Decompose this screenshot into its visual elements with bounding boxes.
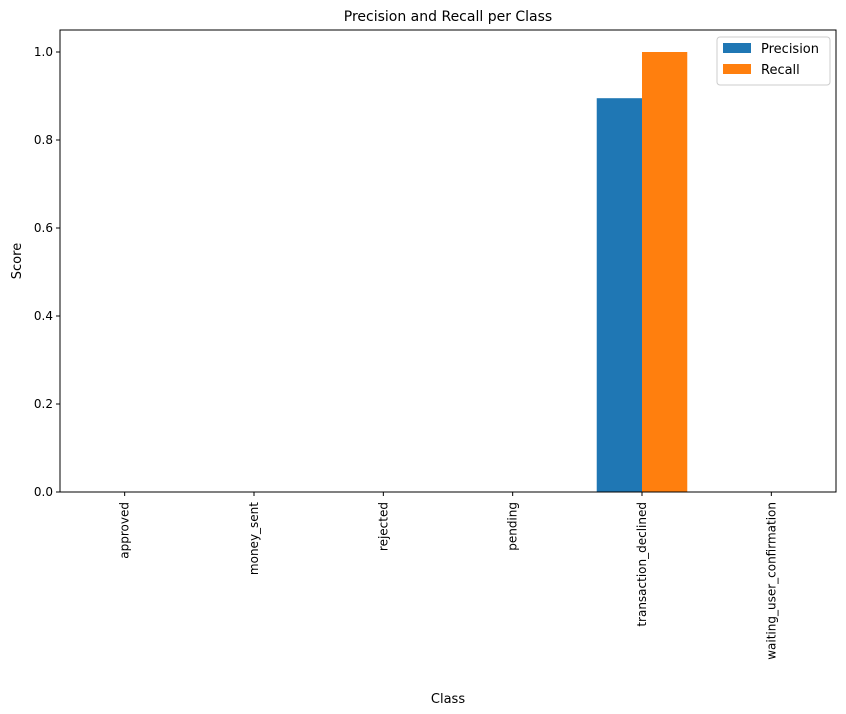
x-tick-label: rejected (376, 502, 390, 551)
y-tick-label: 0.4 (34, 309, 53, 323)
legend-swatch-precision (723, 43, 751, 53)
x-tick-label: transaction_declined (635, 502, 649, 627)
x-tick-label: approved (118, 502, 132, 559)
x-tick-label: money_sent (247, 502, 261, 575)
y-tick-label: 0.8 (34, 133, 53, 147)
chart-title: Precision and Recall per Class (344, 9, 552, 25)
x-tick-label: waiting_user_confirmation (764, 502, 778, 660)
legend: Precision Recall (716, 36, 831, 86)
x-axis-label: Class (431, 692, 465, 707)
plot-frame (59, 29, 837, 493)
legend-label-recall: Recall (761, 63, 800, 78)
x-axis-ticks: approved money_sent rejected pending transac… (118, 492, 778, 660)
legend-label-precision: Precision (761, 42, 819, 57)
y-tick-label: 0.2 (34, 397, 53, 411)
y-tick-label: 0.0 (34, 485, 53, 499)
x-tick-label: pending (506, 502, 520, 551)
bars (596, 52, 688, 492)
y-axis-label: Score (10, 243, 25, 279)
legend-swatch-recall (723, 64, 751, 74)
y-axis-ticks: 0.0 0.2 0.4 0.6 0.8 1.0 (34, 45, 60, 499)
y-tick-label: 1.0 (34, 45, 53, 59)
y-tick-label: 0.6 (34, 221, 53, 235)
bar-recall-transaction-declined (642, 52, 688, 492)
bar-precision-transaction-declined (596, 98, 642, 492)
